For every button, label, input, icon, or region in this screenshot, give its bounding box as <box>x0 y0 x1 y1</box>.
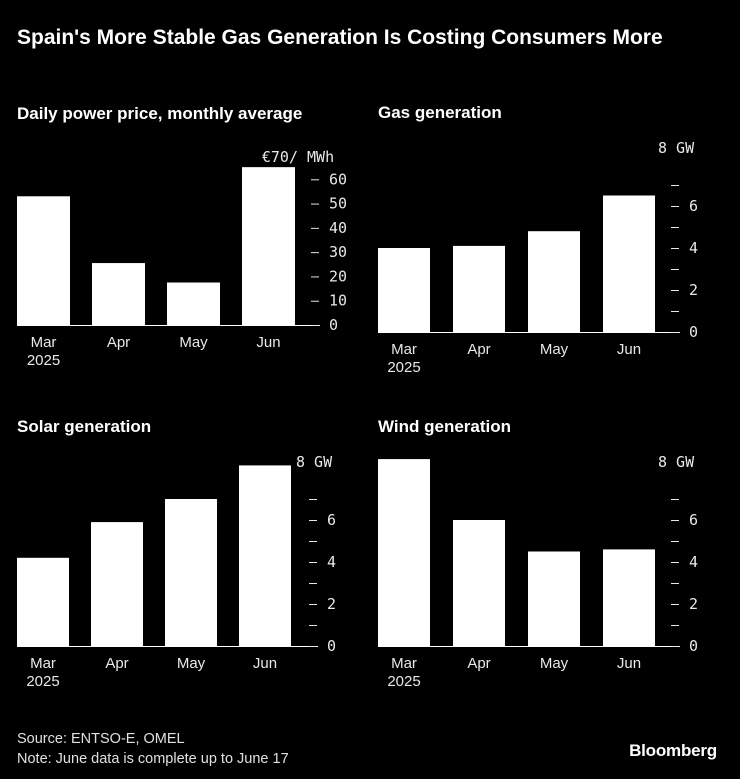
bloomberg-logo: Bloomberg <box>629 741 717 760</box>
solar-tick-label-6: 6 <box>327 511 336 529</box>
price-category-apr: Apr <box>107 334 130 351</box>
price-tick-label-0: 0 <box>329 316 338 334</box>
price-bar-apr <box>92 263 145 325</box>
price-panel-title: Daily power price, monthly average <box>17 104 303 123</box>
wind-year-label: 2025 <box>387 673 420 690</box>
wind-bar-jun <box>603 549 655 646</box>
footer-notes: Source: ENTSO-E, OMEL Note: June data is… <box>17 729 289 769</box>
source-note: Source: ENTSO-E, OMEL <box>17 731 185 747</box>
gas-year-label: 2025 <box>387 359 420 376</box>
price-year-label: 2025 <box>27 352 60 369</box>
solar-category-jun: Jun <box>253 655 277 672</box>
price-bar-mar <box>17 196 70 325</box>
solar-panel-title: Solar generation <box>17 417 152 436</box>
gas-tick-label-0: 0 <box>689 323 698 341</box>
gas-bar-may <box>528 231 580 332</box>
price-tick-label-10: 10 <box>329 292 347 310</box>
solar-bar-may <box>165 499 217 646</box>
solar-bar-jun <box>239 465 291 646</box>
wind-bar-apr <box>453 520 505 646</box>
price-tick-label-40: 40 <box>329 219 347 237</box>
wind-category-apr: Apr <box>467 655 490 672</box>
price-tick-label-20: 20 <box>329 267 347 285</box>
gas-bar-mar <box>378 248 430 332</box>
price-tick-label-60: 60 <box>329 170 347 188</box>
solar-bar-apr <box>91 522 143 646</box>
gas-category-may: May <box>540 341 569 358</box>
gas-category-apr: Apr <box>467 341 490 358</box>
wind-tick-label-4: 4 <box>689 553 698 571</box>
solar-tick-label-2: 2 <box>327 595 336 613</box>
wind-bar-may <box>528 551 580 646</box>
gas-unit-label: 8 GW <box>658 139 695 157</box>
price-category-may: May <box>179 334 208 351</box>
wind-tick-label-0: 0 <box>689 637 698 655</box>
solar-category-mar: Mar <box>30 655 56 672</box>
solar-unit-label: 8 GW <box>296 453 333 471</box>
wind-panel-title: Wind generation <box>378 417 512 436</box>
data-note: Note: June data is complete up to June 1… <box>17 751 289 767</box>
price-bar-may <box>167 282 220 325</box>
gas-bar-apr <box>453 245 505 332</box>
wind-category-may: May <box>540 655 569 672</box>
price-tick-label-30: 30 <box>329 243 347 261</box>
gas-category-jun: Jun <box>617 341 641 358</box>
price-category-mar: Mar <box>31 334 57 351</box>
gas-tick-label-4: 4 <box>689 239 698 257</box>
gas-tick-label-6: 6 <box>689 197 698 215</box>
solar-year-label: 2025 <box>26 673 59 690</box>
wind-tick-label-6: 6 <box>689 511 698 529</box>
wind-category-mar: Mar <box>391 655 417 672</box>
gas-bar-jun <box>603 195 655 332</box>
solar-bar-mar <box>17 557 69 646</box>
solar-tick-label-4: 4 <box>327 553 336 571</box>
price-unit-label: €70/ MWh <box>262 148 334 166</box>
wind-bar-mar <box>378 459 430 646</box>
chart-title: Spain's More Stable Gas Generation Is Co… <box>17 26 663 49</box>
wind-category-jun: Jun <box>617 655 641 672</box>
solar-category-apr: Apr <box>105 655 128 672</box>
wind-tick-label-2: 2 <box>689 595 698 613</box>
price-category-jun: Jun <box>256 334 280 351</box>
gas-tick-label-2: 2 <box>689 281 698 299</box>
solar-tick-label-0: 0 <box>327 637 336 655</box>
gas-category-mar: Mar <box>391 341 417 358</box>
price-bar-jun <box>242 167 295 325</box>
price-tick-label-50: 50 <box>329 195 347 213</box>
wind-unit-label: 8 GW <box>658 453 695 471</box>
gas-panel-title: Gas generation <box>378 103 502 122</box>
solar-category-may: May <box>177 655 206 672</box>
